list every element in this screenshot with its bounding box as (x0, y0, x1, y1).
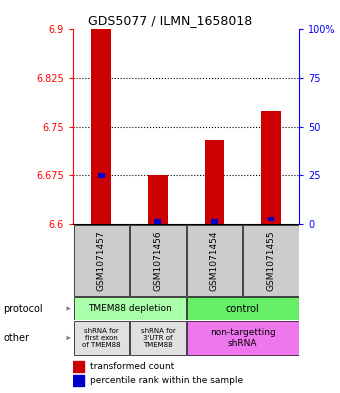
Bar (148, 175, 168, 224)
Bar (187, 297, 299, 320)
Bar (73, 375, 84, 386)
Text: GSM1071454: GSM1071454 (210, 230, 219, 290)
Bar (130, 321, 186, 355)
Text: GSM1071456: GSM1071456 (153, 230, 163, 291)
Bar (130, 225, 186, 296)
Bar (74, 297, 186, 320)
Bar (211, 219, 218, 224)
Bar (91, 29, 111, 224)
Text: non-targetting
shRNA: non-targetting shRNA (210, 328, 275, 348)
Text: control: control (226, 303, 259, 314)
Text: percentile rank within the sample: percentile rank within the sample (90, 376, 243, 385)
Bar (73, 361, 84, 372)
Bar (261, 110, 281, 224)
Bar (187, 321, 299, 355)
Text: GSM1071457: GSM1071457 (97, 230, 106, 291)
Text: protocol: protocol (3, 303, 43, 314)
Text: other: other (3, 333, 29, 343)
Bar (98, 173, 105, 178)
Text: GDS5077 / ILMN_1658018: GDS5077 / ILMN_1658018 (88, 14, 252, 27)
Bar (187, 225, 242, 296)
Bar (154, 219, 161, 224)
Bar (205, 140, 224, 224)
Bar (74, 321, 129, 355)
Text: shRNA for
3'UTR of
TMEM88: shRNA for 3'UTR of TMEM88 (140, 328, 175, 348)
Text: TMEM88 depletion: TMEM88 depletion (88, 304, 171, 313)
Bar (74, 225, 129, 296)
Text: transformed count: transformed count (90, 362, 174, 371)
Bar (268, 217, 274, 221)
Bar (243, 225, 299, 296)
Text: GSM1071455: GSM1071455 (267, 230, 275, 291)
Text: shRNA for
first exon
of TMEM88: shRNA for first exon of TMEM88 (82, 328, 121, 348)
